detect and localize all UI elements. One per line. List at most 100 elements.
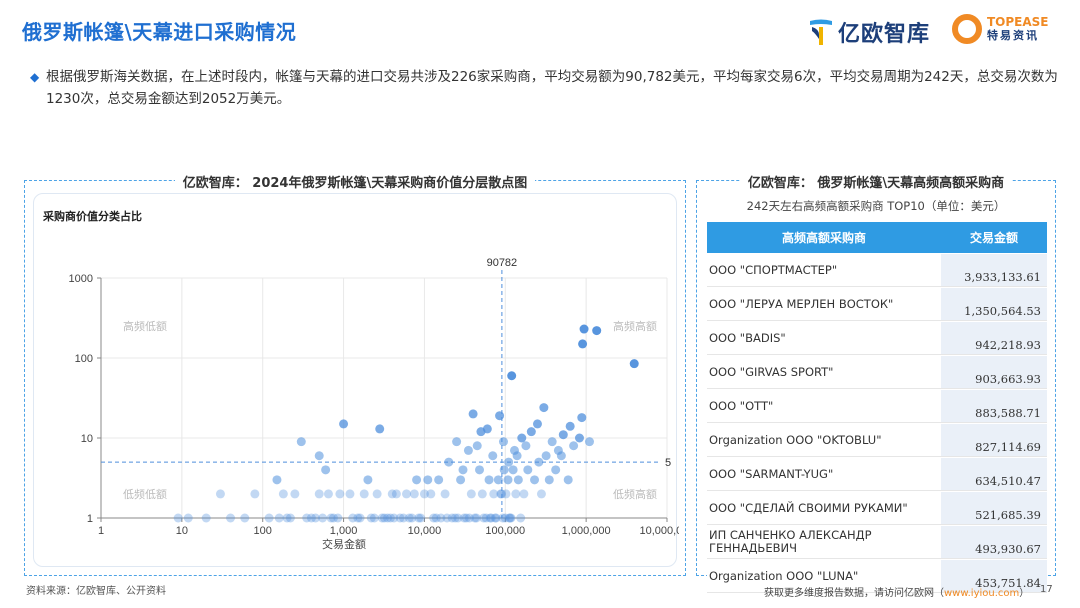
scatter-point <box>348 513 358 523</box>
scatter-point <box>282 513 292 523</box>
table-row: OOO "SARMANT-YUG" 634,510.47 <box>707 458 1047 491</box>
scatter-point <box>442 513 452 523</box>
buyer-amount: 453,751.84 <box>941 560 1047 593</box>
buyer-name: OOO "СПОРТМАСТЕР" <box>707 254 941 287</box>
top10-subtitle: 242天左右高频高额采购商 TOP10（单位：美元） <box>746 199 1006 213</box>
footer-source: 资料来源：亿欧智库、公开资料 <box>26 586 166 597</box>
scatter-point <box>355 513 365 523</box>
diamond-bullet-icon: ◆ <box>30 70 40 84</box>
scatter-point <box>391 489 401 499</box>
page-title: 俄罗斯帐篷\天幕进口采购情况 <box>22 20 297 44</box>
column-header-buyer: 高频高额采购商 <box>707 222 941 253</box>
buyer-amount: 903,663.93 <box>941 356 1047 389</box>
scatter-point <box>379 513 389 523</box>
buyer-name: ИП САНЧЕНКО АЛЕКСАНДР ГЕННАДЬЕВИЧ <box>707 526 941 559</box>
scatter-point <box>296 437 306 447</box>
page-number: 17 <box>1040 584 1053 595</box>
scatter-point <box>409 489 419 499</box>
scatter-point <box>496 489 506 499</box>
buyer-name: OOO "СДЕЛАЙ СВОИМИ РУКАМИ" <box>707 492 941 525</box>
topease-ring-icon <box>952 14 982 44</box>
scatter-panel-title: 亿欧智库： 2024年俄罗斯帐篷\天幕采购商价值分层散点图 <box>25 172 685 191</box>
scatter-point <box>398 513 408 523</box>
scatter-point <box>629 359 639 369</box>
scatter-point <box>523 465 533 475</box>
scatter-point <box>387 489 397 499</box>
scatter-point <box>490 513 500 523</box>
scatter-point <box>456 475 466 485</box>
scatter-point <box>302 513 312 523</box>
scatter-point <box>429 513 439 523</box>
table-row: OOO "СПОРТМАСТЕР" 3,933,133.61 <box>707 254 1047 287</box>
top10-panel: 亿欧智库： 俄罗斯帐篷\天幕高频高额采购商 242天左右高频高额采购商 TOP1… <box>696 176 1056 593</box>
scatter-point <box>395 513 405 523</box>
scatter-point <box>569 441 579 451</box>
scatter-point <box>461 513 471 523</box>
scatter-point <box>272 475 282 485</box>
table-row: OOO "СДЕЛАЙ СВОИМИ РУКАМИ" 521,685.39 <box>707 492 1047 525</box>
buyer-name: OOO "ЛЕРУА МЕРЛЕН ВОСТОК" <box>707 288 941 321</box>
scatter-point <box>345 489 355 499</box>
scatter-point <box>563 475 573 485</box>
scatter-point <box>558 430 568 440</box>
scatter-point <box>499 465 509 475</box>
table-row: OOO "ЛЕРУА МЕРЛЕН ВОСТОК" 1,350,564.53 <box>707 288 1047 321</box>
scatter-point <box>463 445 473 455</box>
scatter-point <box>436 513 446 523</box>
topease-logo-bottom: 特易资讯 <box>987 29 1039 42</box>
buyer-name: OOO "GIRVAS SPORT" <box>707 356 941 389</box>
x-tick-label: 1,000,000 <box>562 525 611 537</box>
scatter-point <box>493 475 503 485</box>
scatter-point <box>401 489 411 499</box>
scatter-point <box>453 513 463 523</box>
footer-url-link[interactable]: www.iyiou.com <box>944 588 1020 599</box>
buyer-name: OOO "BADIS" <box>707 322 941 355</box>
scatter-point <box>377 513 387 523</box>
scatter-point <box>333 513 343 523</box>
scatter-point <box>369 513 379 523</box>
scatter-point <box>530 475 540 485</box>
scatter-point <box>201 513 211 523</box>
scatter-point <box>541 451 551 461</box>
x-tick-label: 1,000 <box>330 525 358 537</box>
top10-table: 高频高额采购商 交易金额 OOO "СПОРТМАСТЕР" 3,933,133.… <box>707 221 1047 594</box>
scatter-point <box>447 513 457 523</box>
column-header-amount: 交易金额 <box>941 222 1047 253</box>
quadrant-label-bottom-left: 低频低额 <box>123 487 167 501</box>
scatter-point <box>505 513 515 523</box>
scatter-point <box>375 424 385 434</box>
scatter-point <box>472 441 482 451</box>
scatter-point <box>404 513 414 523</box>
scatter-point <box>459 513 469 523</box>
scatter-point <box>489 489 499 499</box>
y-tick-label: 1000 <box>69 273 93 285</box>
scatter-point <box>551 465 561 475</box>
scatter-point <box>226 513 236 523</box>
buyer-amount: 942,218.93 <box>941 322 1047 355</box>
scatter-point <box>339 419 349 429</box>
y-tick-label: 1 <box>87 513 93 525</box>
buyer-name: OOO "SARMANT-YUG" <box>707 458 941 491</box>
scatter-point <box>444 457 454 467</box>
scatter-point <box>389 513 399 523</box>
scatter-point <box>498 513 508 523</box>
scatter-point <box>491 513 501 523</box>
quadrant-label-top-left: 高频低额 <box>123 319 167 333</box>
buyer-name: OOO "OTT" <box>707 390 941 423</box>
scatter-point <box>264 513 274 523</box>
scatter-point <box>363 475 373 485</box>
scatter-point <box>481 513 491 523</box>
scatter-point <box>484 475 494 485</box>
x-tick-label: 100 <box>254 525 272 537</box>
scatter-point <box>285 513 295 523</box>
buyer-amount: 883,588.71 <box>941 390 1047 423</box>
buyer-amount: 634,510.47 <box>941 458 1047 491</box>
scatter-inner-frame <box>33 193 677 567</box>
scatter-point <box>321 465 331 475</box>
top10-panel-title: 亿欧智库： 俄罗斯帐篷\天幕高频高额采购商 <box>697 172 1055 191</box>
x-tick-label: 100,000 <box>485 525 525 537</box>
table-row: OOO "BADIS" 942,218.93 <box>707 322 1047 355</box>
scatter-chart: 1 10 100 1,000 10,000 100,000 1,000,000 10,000,… <box>69 257 679 551</box>
yiou-logo-icon <box>810 19 832 45</box>
scatter-point <box>416 513 426 523</box>
